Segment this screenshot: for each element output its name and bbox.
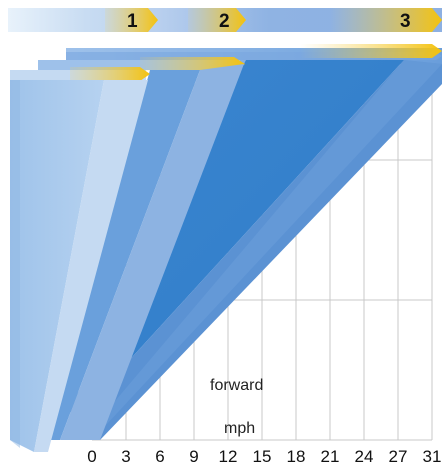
speed-tick-label: 9 [189,447,198,466]
speed-tick-label: 15 [253,447,272,466]
gear1-label: 1 [127,11,138,32]
speed-tick-label: 6 [155,447,164,466]
speed-tick-label: 0 [87,447,96,466]
speed-tick-label: 12 [219,447,238,466]
speed-ticks: 0 3 6 9 12 15 18 21 24 27 31 [87,447,441,466]
gear1-band-arrow [105,8,158,32]
gear3-label: 3 [400,11,411,32]
gear2-band-arrow [188,8,246,32]
speed-tick-label: 18 [287,447,306,466]
speed-tick-label: 21 [321,447,340,466]
gear1-side [34,80,148,452]
gear1-face [10,80,104,452]
gear3-band-arrow [330,8,442,32]
gear2-side [60,64,244,440]
gear2-wedge [38,57,245,440]
gear2-label: 2 [219,11,230,32]
speed-tick-label: 31 [423,447,442,466]
direction-label: forward [210,377,263,394]
gear3-face [68,60,404,412]
gear3-arrow [300,44,442,58]
gear1-arrow [70,67,150,81]
gear1-wedge [10,67,150,452]
speed-tick-label: 24 [355,447,374,466]
unit-label: mph [224,420,255,437]
speed-tick-label: 27 [389,447,408,466]
gear-band: 1 2 3 [8,8,442,32]
speed-tick-label: 3 [121,447,130,466]
gear2-face [48,70,200,440]
gear3-wedge [66,44,442,440]
